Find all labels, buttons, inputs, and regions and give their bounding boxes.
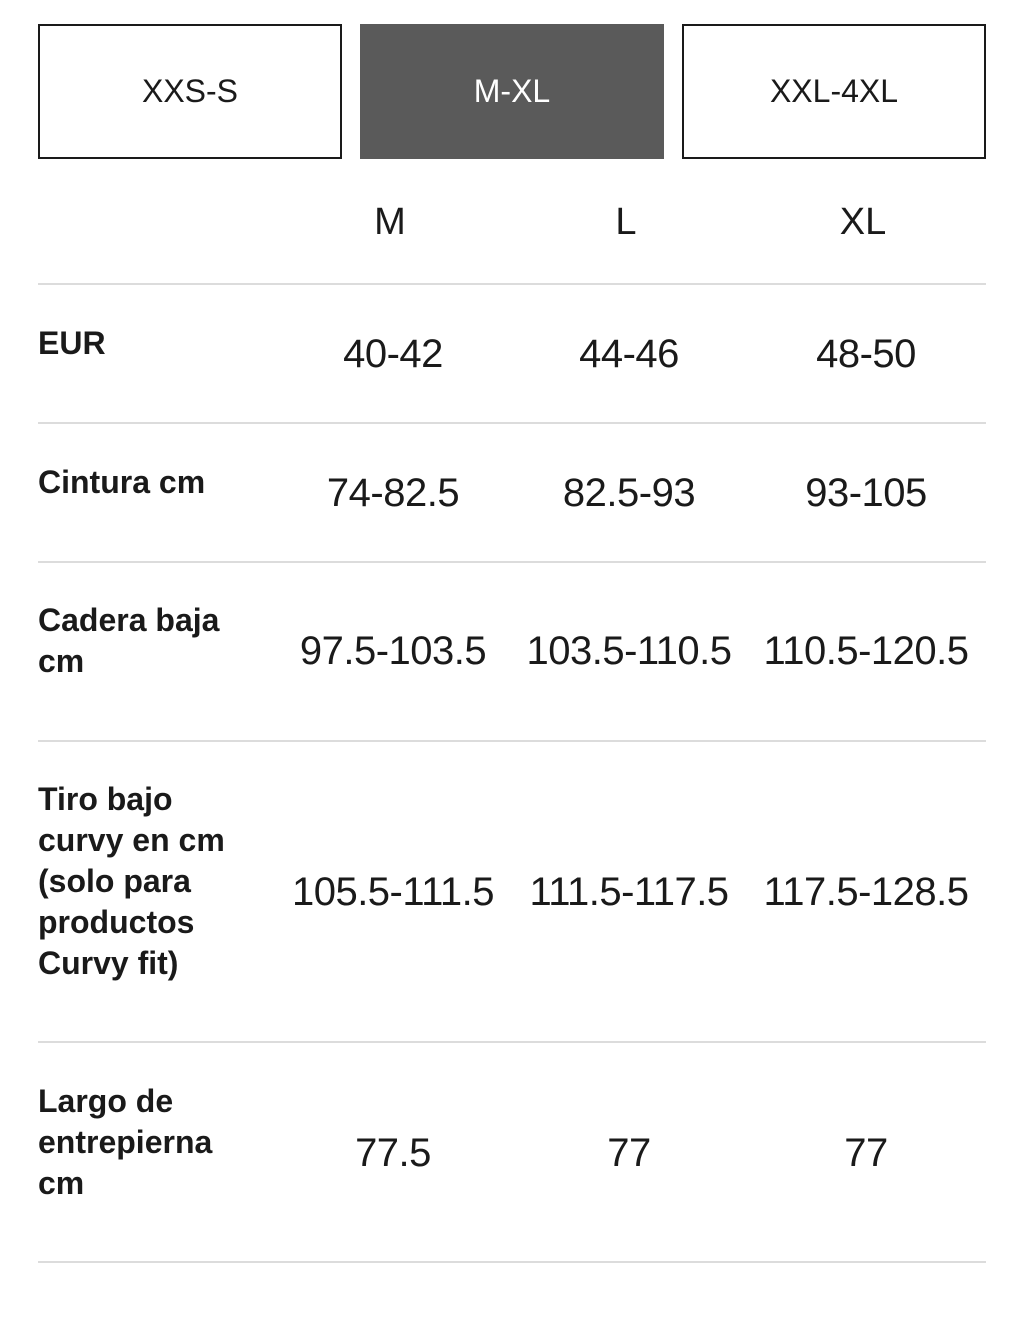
size-group-tabs: XXS-S M-XL XXL-4XL — [38, 24, 986, 159]
column-header-m: M — [374, 201, 406, 243]
table-cell: 77 — [844, 1131, 888, 1175]
row-label: Largo de entrepierna cm — [38, 1083, 213, 1201]
table-cell: 93-105 — [805, 471, 927, 515]
table-row-largo-entrepierna: Largo de entrepierna cm 77.5 77 77 — [0, 1043, 1024, 1261]
size-column-headers: M L XL — [0, 190, 1024, 254]
table-cell: 40-42 — [343, 332, 443, 376]
row-label: EUR — [38, 325, 106, 361]
row-label: Cadera baja cm — [38, 602, 220, 679]
table-cell: 110.5-120.5 — [763, 629, 969, 673]
row-divider — [38, 283, 986, 285]
table-row-eur: EUR 40-42 44-46 48-50 — [0, 285, 1024, 422]
table-cell: 117.5-128.5 — [763, 870, 969, 914]
row-divider — [38, 422, 986, 424]
column-header-l: L — [615, 201, 637, 243]
table-cell: 48-50 — [816, 332, 916, 376]
tab-xxs-s[interactable]: XXS-S — [38, 24, 342, 159]
table-cell: 77.5 — [355, 1131, 431, 1175]
row-label: Tiro bajo curvy en cm (solo para product… — [38, 781, 225, 981]
table-row-cadera-baja: Cadera baja cm 97.5-103.5 103.5-110.5 11… — [0, 563, 1024, 740]
row-divider — [38, 561, 986, 563]
table-cell: 77 — [607, 1131, 651, 1175]
row-label: Cintura cm — [38, 464, 206, 500]
table-row-tiro-bajo-curvy: Tiro bajo curvy en cm (solo para product… — [0, 742, 1024, 1041]
column-header-xl: XL — [839, 201, 887, 243]
tab-m-xl[interactable]: M-XL — [360, 24, 664, 159]
table-cell: 44-46 — [579, 332, 679, 376]
row-divider — [38, 1261, 986, 1263]
table-cell: 82.5-93 — [562, 471, 696, 515]
table-row-cintura: Cintura cm 74-82.5 82.5-93 93-105 — [0, 424, 1024, 561]
row-divider — [38, 1041, 986, 1043]
row-divider — [38, 740, 986, 742]
table-cell: 103.5-110.5 — [526, 629, 732, 673]
table-cell: 105.5-111.5 — [291, 870, 495, 914]
tab-xxl-4xl[interactable]: XXL-4XL — [682, 24, 986, 159]
table-cell: 74-82.5 — [326, 471, 460, 515]
table-cell: 111.5-117.5 — [529, 870, 729, 914]
table-cell: 97.5-103.5 — [299, 629, 487, 673]
